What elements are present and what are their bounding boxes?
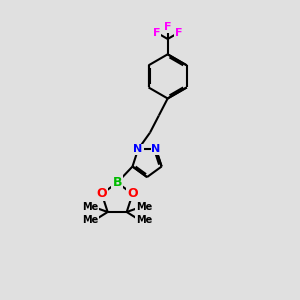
Text: Me: Me <box>82 202 98 212</box>
Text: O: O <box>127 188 138 200</box>
Text: F: F <box>175 28 183 38</box>
Text: F: F <box>153 28 160 38</box>
Text: B: B <box>112 176 122 189</box>
Text: Me: Me <box>136 202 152 212</box>
Text: O: O <box>97 188 107 200</box>
Text: Me: Me <box>136 215 152 225</box>
Text: F: F <box>164 22 171 32</box>
Text: N: N <box>134 144 143 154</box>
Text: N: N <box>152 144 161 154</box>
Text: Me: Me <box>82 215 98 225</box>
